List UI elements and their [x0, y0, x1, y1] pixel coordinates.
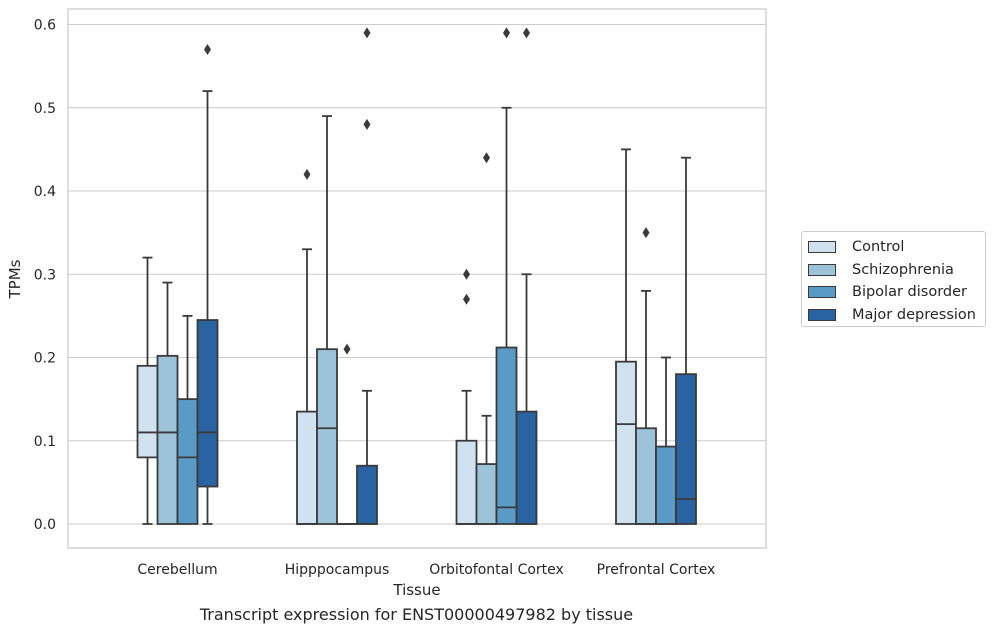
y-tick-label: 0.2 [34, 351, 56, 367]
box-body [455, 439, 478, 525]
legend-label: Control [852, 239, 905, 256]
box-body [356, 464, 378, 525]
legend-item: Control [808, 236, 979, 259]
legend-swatch [808, 286, 836, 299]
box-body [316, 348, 338, 525]
x-tick-label: Orbitofontal Cortex [429, 562, 564, 578]
figure-caption: Transcript expression for ENST0000049798… [199, 605, 634, 624]
legend-item: Schizophrenia [808, 259, 979, 282]
box-series [136, 27, 697, 525]
outlier-point [343, 343, 351, 355]
box-schizophrenia [316, 115, 338, 525]
outlier-point [303, 168, 311, 180]
y-tick-label: 0.3 [34, 267, 56, 283]
x-tick-label: Hipppocampus [285, 562, 390, 578]
box-body [675, 373, 697, 525]
box-body [495, 346, 518, 525]
legend-swatch [808, 308, 836, 321]
legend-label: Schizophrenia [852, 261, 954, 278]
box-control [296, 168, 318, 525]
y-axis-label: TPMs [6, 259, 24, 299]
outlier-point [363, 27, 371, 39]
y-tick-labels: 0.0 0.1 0.2 0.3 0.4 0.5 0.6 [34, 18, 56, 534]
legend-swatch [808, 263, 836, 276]
outlier-point [642, 227, 650, 239]
outlier-point [363, 118, 371, 130]
box-body [475, 463, 498, 525]
box-body [615, 360, 637, 525]
box-body [156, 354, 179, 525]
box-body [296, 410, 318, 525]
legend-item: Major depression [808, 304, 979, 327]
box-body [515, 410, 538, 525]
x-tick-labels: Cerebellum Hipppocampus Orbitofontal Corte… [137, 562, 715, 578]
box-body [136, 364, 159, 459]
box-body [655, 445, 677, 525]
x-tick-label: Cerebellum [137, 562, 217, 578]
outlier-point [463, 293, 470, 305]
box-body [176, 398, 199, 525]
box-body [196, 319, 219, 488]
outlier-point [463, 268, 470, 280]
outlier-point [483, 152, 490, 164]
y-tick-label: 0.0 [34, 517, 56, 533]
legend-label: Major depression [852, 306, 976, 323]
box-major-depression [356, 27, 378, 525]
x-axis-label: Tissue [392, 581, 440, 599]
y-tick-label: 0.4 [34, 184, 56, 200]
outlier-point [503, 27, 510, 39]
outlier-point [204, 43, 211, 55]
x-tick-label: Prefrontal Cortex [597, 562, 716, 578]
box-bipolar-disorder [655, 356, 677, 525]
y-tick-label: 0.1 [34, 434, 56, 450]
y-tick-label: 0.5 [34, 101, 56, 117]
y-tick-label: 0.6 [34, 18, 56, 34]
box-body [635, 427, 657, 525]
box-major-depression [515, 27, 538, 525]
box-major-depression [675, 156, 697, 525]
legend-item: Bipolar disorder [808, 281, 979, 304]
box-control [136, 256, 159, 525]
box-bipolar-disorder [495, 27, 518, 525]
outlier-point [523, 27, 530, 39]
legend-label: Bipolar disorder [852, 284, 967, 301]
legend: Control Schizophrenia Bipolar disorder Majo… [801, 231, 986, 327]
box-major-depression [196, 43, 219, 525]
box-bipolar-disorder [176, 314, 199, 525]
legend-swatch [808, 241, 836, 254]
